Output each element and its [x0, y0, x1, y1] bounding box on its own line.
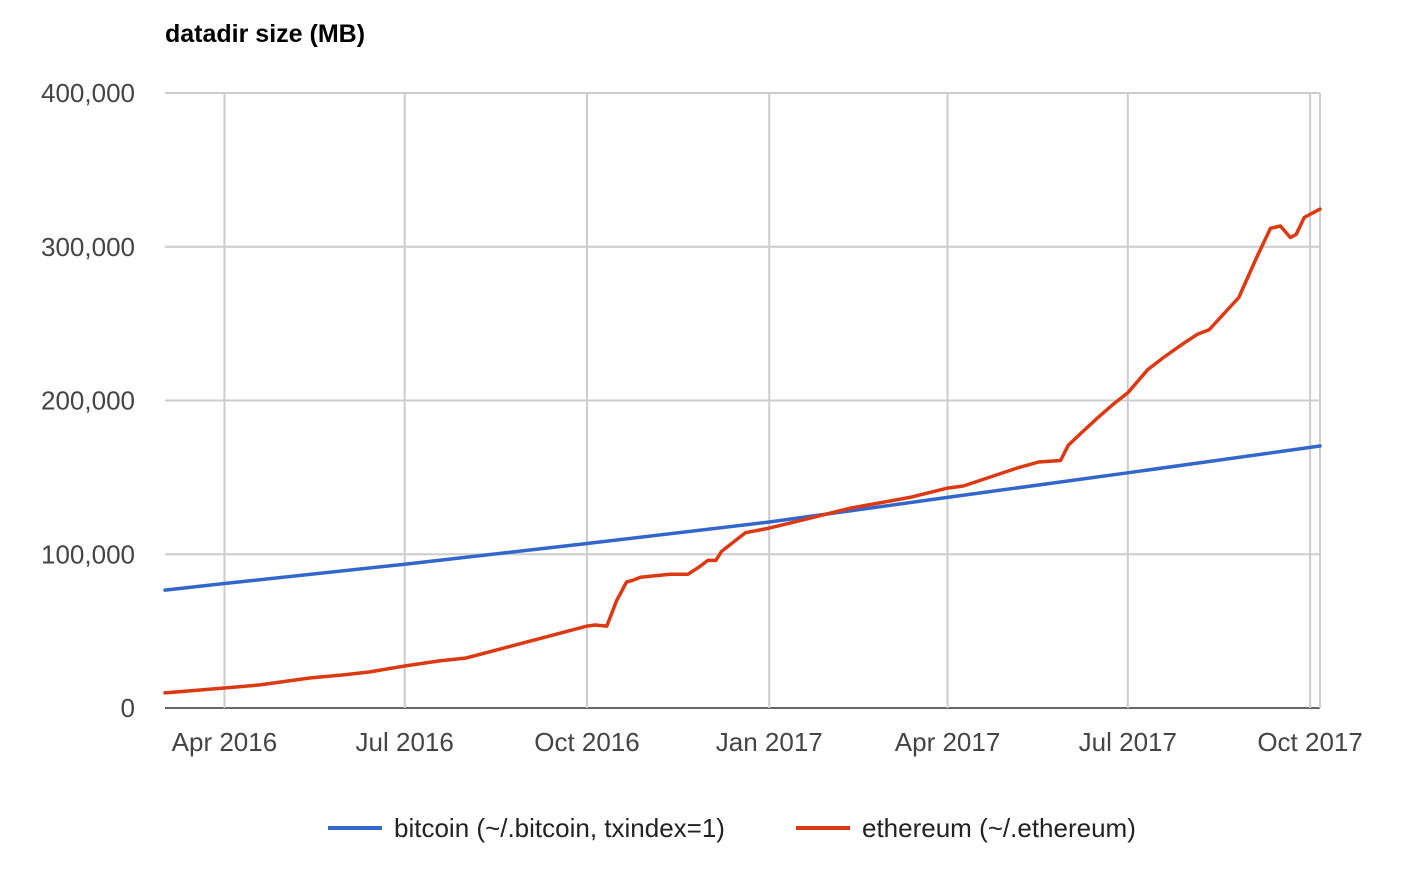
x-axis-ticks: Apr 2016 Jul 2016 Oct 2016 Jan 2017 Apr 2017…: [172, 727, 1363, 757]
legend-label: ethereum (~/.ethereum): [862, 813, 1136, 843]
series-line-ethereum: [163, 207, 1322, 695]
chart-title: datadir size (MB): [165, 20, 365, 48]
y-tick-label: 0: [121, 693, 135, 723]
series-line-bitcoin: [163, 444, 1322, 592]
x-tick-label: Oct 2017: [1257, 727, 1363, 757]
x-tick-label: Oct 2016: [534, 727, 640, 757]
x-tick-label: Jul 2016: [356, 727, 454, 757]
y-tick-label: 100,000: [41, 539, 135, 569]
legend-item: ethereum (~/.ethereum): [796, 813, 1136, 843]
y-tick-label: 400,000: [41, 78, 135, 108]
x-tick-label: Jan 2017: [716, 727, 823, 757]
y-tick-label: 300,000: [41, 232, 135, 262]
legend-label: bitcoin (~/.bitcoin, txindex=1): [394, 813, 725, 843]
y-tick-label: 200,000: [41, 386, 135, 416]
y-axis-ticks: 0 100,000 200,000 300,000 400,000: [41, 78, 135, 723]
x-tick-label: Apr 2016: [172, 727, 278, 757]
legend-item: bitcoin (~/.bitcoin, txindex=1): [328, 813, 725, 843]
series-lines: [163, 207, 1322, 695]
x-tick-label: Apr 2017: [895, 727, 1001, 757]
x-tick-label: Jul 2017: [1079, 727, 1177, 757]
gridlines: [165, 92, 1321, 709]
legend: bitcoin (~/.bitcoin, txindex=1) ethereum …: [328, 813, 1136, 843]
